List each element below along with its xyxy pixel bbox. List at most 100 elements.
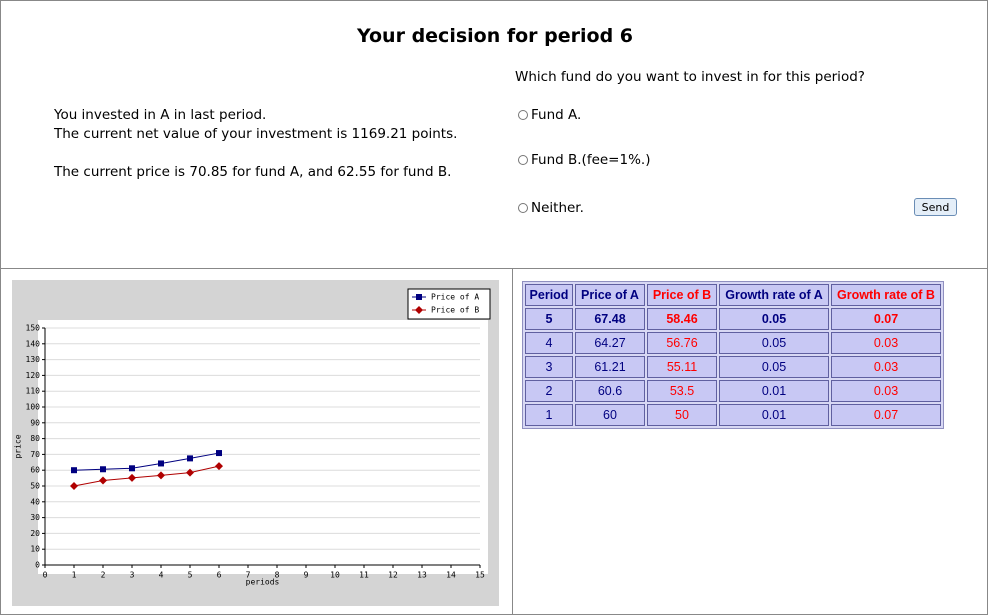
radio[interactable] <box>518 110 528 120</box>
cell: 5 <box>525 308 573 330</box>
x-tick-label: 8 <box>275 571 280 580</box>
marker <box>129 465 135 472</box>
history-table: Period Price of A Price of B Growth rate of… <box>522 281 944 429</box>
option[interactable]: Fund A. <box>518 107 581 123</box>
column-header: Price of B <box>647 284 717 306</box>
marker <box>70 482 78 490</box>
x-tick-label: 14 <box>446 571 456 580</box>
title: Your decision for period 6 <box>356 25 634 47</box>
y-tick-label: 140 <box>26 339 41 348</box>
column-header: Growth rate of A <box>719 284 829 306</box>
cell: 50 <box>647 404 717 426</box>
cell: 0.05 <box>719 332 829 354</box>
send-button[interactable]: Send <box>914 198 957 216</box>
y-tick-label: 150 <box>26 324 41 333</box>
x-tick-label: 7 <box>246 571 251 580</box>
marker <box>187 455 193 462</box>
x-tick-label: 2 <box>101 571 106 580</box>
cell: 0.01 <box>719 404 829 426</box>
status-line: You invested in A in last period. <box>54 107 267 123</box>
table-row: 4 64.27 56.76 0.05 0.03 <box>525 332 941 354</box>
x-tick-label: 3 <box>130 571 135 580</box>
x-tick-label: 4 <box>159 571 164 580</box>
y-tick-label: 90 <box>30 418 40 427</box>
option-label: Fund B.(fee=1%.) <box>531 152 651 168</box>
column-header: Period <box>525 284 573 306</box>
cell: 0.01 <box>719 380 829 402</box>
y-tick-label: 30 <box>30 513 40 522</box>
cell: 0.07 <box>831 308 941 330</box>
y-tick-label: 40 <box>30 497 40 506</box>
cell: 67.48 <box>575 308 645 330</box>
cell: 2 <box>525 380 573 402</box>
marker <box>157 471 165 480</box>
y-tick-label: 50 <box>30 482 40 491</box>
series-line <box>73 465 220 487</box>
radio[interactable] <box>518 155 528 165</box>
y-tick-label: 10 <box>30 545 40 554</box>
legend-label: Price of A <box>431 293 479 302</box>
x-axis-label: periods <box>246 578 280 587</box>
marker <box>128 473 136 482</box>
option-label: Fund A. <box>531 107 582 123</box>
x-tick-label: 5 <box>188 571 193 580</box>
table-row: 3 61.21 55.11 0.05 0.03 <box>525 356 941 378</box>
y-tick-label: 70 <box>30 450 40 459</box>
cell: 61.21 <box>575 356 645 378</box>
cell: 64.27 <box>575 332 645 354</box>
cell: 60 <box>575 404 645 426</box>
y-tick-label: 100 <box>26 403 41 412</box>
cell: 0.07 <box>831 404 941 426</box>
decision-panel: Your decision for period 6 You invested … <box>0 0 988 269</box>
marker <box>216 450 222 457</box>
option-label: Neither. <box>531 200 584 216</box>
option[interactable]: Fund B.(fee=1%.) <box>518 152 650 168</box>
legend-label: Price of B <box>431 306 479 315</box>
status-line: The current net value of your investment… <box>54 126 458 142</box>
marker <box>415 306 423 314</box>
prompt: Which fund do you want to invest in for … <box>515 69 865 85</box>
x-tick-label: 12 <box>388 571 398 580</box>
y-tick-label: 0 <box>35 561 40 570</box>
y-tick-label: 60 <box>30 466 40 475</box>
marker <box>100 466 106 473</box>
cell: 58.46 <box>647 308 717 330</box>
cell: 1 <box>525 404 573 426</box>
x-tick-label: 13 <box>417 571 427 580</box>
y-tick-label: 130 <box>26 355 41 364</box>
status-line: The current price is 70.85 for fund A, a… <box>54 164 452 180</box>
option[interactable]: Neither. <box>518 200 584 216</box>
x-tick-label: 9 <box>304 571 309 580</box>
cell: 56.76 <box>647 332 717 354</box>
x-tick-label: 1 <box>72 571 77 580</box>
x-tick-label: 15 <box>475 571 485 580</box>
radio[interactable] <box>518 203 528 213</box>
cell: 0.03 <box>831 380 941 402</box>
marker <box>416 294 422 300</box>
cell: 0.03 <box>831 356 941 378</box>
x-tick-label: 11 <box>359 571 369 580</box>
cell: 53.5 <box>647 380 717 402</box>
cell: 0.05 <box>719 356 829 378</box>
cell: 0.03 <box>831 332 941 354</box>
marker <box>215 462 223 471</box>
table-row: 2 60.6 53.5 0.01 0.03 <box>525 380 941 402</box>
column-header: Growth rate of B <box>831 284 941 306</box>
series-line <box>73 452 220 471</box>
cell: 3 <box>525 356 573 378</box>
marker <box>158 460 164 467</box>
y-tick-label: 120 <box>26 371 41 380</box>
y-tick-label: 80 <box>30 434 40 443</box>
marker <box>71 467 77 474</box>
cell: 60.6 <box>575 380 645 402</box>
x-tick-label: 0 <box>43 571 48 580</box>
cell: 0.05 <box>719 308 829 330</box>
x-tick-label: 6 <box>217 571 222 580</box>
table-row: 1 60 50 0.01 0.07 <box>525 404 941 426</box>
marker <box>99 476 107 485</box>
plot-area <box>38 320 488 574</box>
marker <box>186 468 194 477</box>
cell: 55.11 <box>647 356 717 378</box>
cell: 4 <box>525 332 573 354</box>
